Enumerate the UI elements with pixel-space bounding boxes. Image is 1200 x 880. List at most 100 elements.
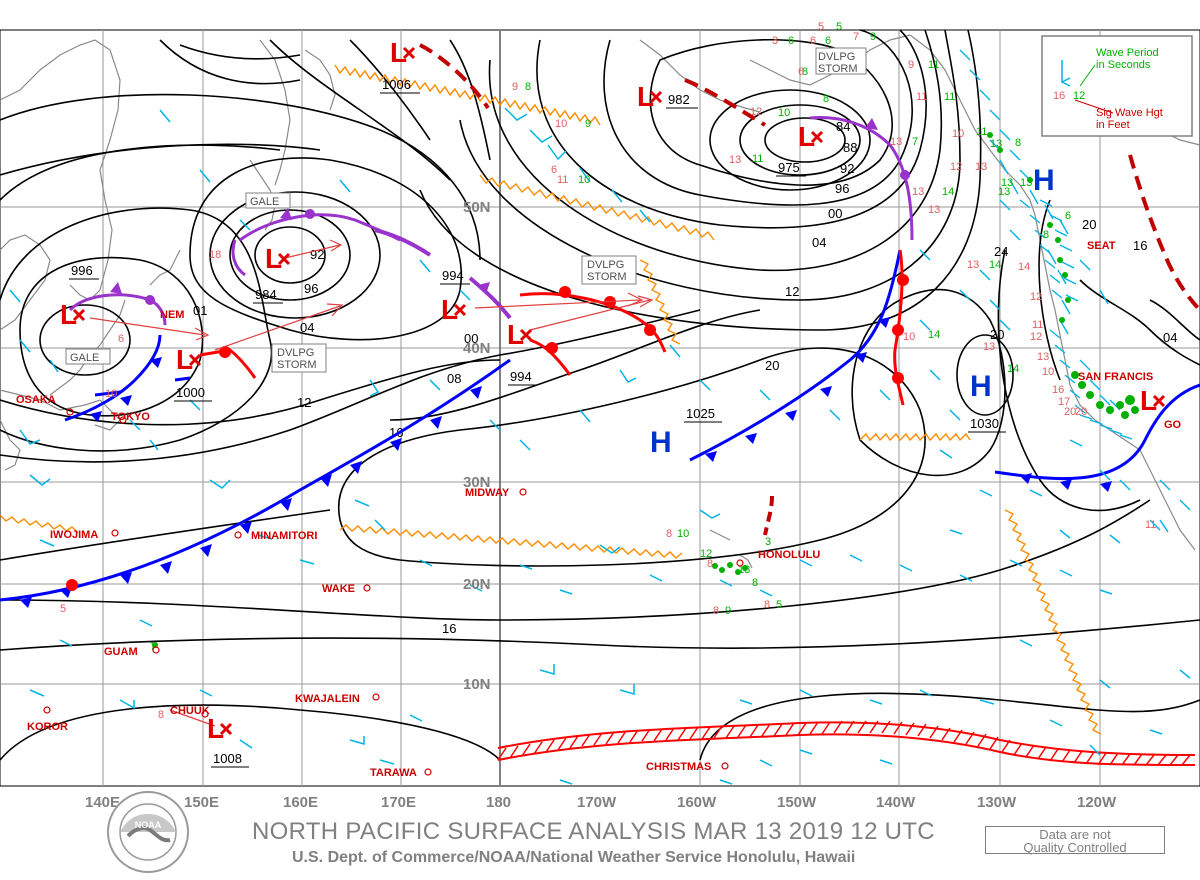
noaa-logo: NOAA [107,791,189,873]
wind-barbs [9,107,1191,785]
coastal-obs-cluster [959,49,1191,531]
isobar-label: 20 [765,358,779,373]
high-centers: H H H [650,164,1055,459]
svg-text:13: 13 [983,341,995,353]
svg-text:L: L [798,121,815,152]
city-label-koror: KOROR [27,721,68,733]
coastal-green-obs [152,132,1139,648]
svg-text:12: 12 [950,161,962,173]
isobar-label: 08 [447,371,461,386]
svg-text:20: 20 [1075,406,1087,418]
lat-label: 30N [463,474,491,491]
legend-sample-period: 12 [1073,90,1085,102]
svg-text:6: 6 [118,333,124,345]
lon-label: 160E [283,794,318,811]
legend-period-label: in Seconds [1096,59,1151,71]
svg-text:14: 14 [942,186,954,198]
lat-label: 10N [463,676,491,693]
svg-text:L: L [441,294,458,325]
low-icon: L [176,344,202,375]
city-label-iwojima: IWOJIMA [50,529,98,541]
cold-fronts [0,249,1200,608]
svg-text:13: 13 [890,136,902,148]
pressure-label: 1008 [213,751,242,766]
svg-text:13: 13 [1020,177,1032,189]
svg-text:12: 12 [1030,291,1042,303]
chart-title: NORTH PACIFIC SURFACE ANALYSIS MAR 13 20… [252,818,935,845]
legend-height-label: in Feet [1096,119,1130,131]
pressure-label: 1006 [382,77,411,92]
city-label-tokyo: TOKYO [111,411,150,423]
low-icon: L [637,81,663,112]
occluded-fronts [68,115,914,326]
isobar-label: 24 [994,244,1008,259]
svg-text:13: 13 [729,154,741,166]
pressure-label: 994 [442,268,464,283]
city-label-san-francisco: SAN FRANCIS [1078,371,1153,383]
isobar-label: 00 [828,206,842,221]
low-icon: L [265,243,291,274]
svg-text:13: 13 [1037,351,1049,363]
lon-label: 120W [1077,794,1117,811]
warning-label: DVLPG [818,51,855,63]
lon-label: 180 [486,794,511,811]
svg-text:9: 9 [908,59,914,71]
city-labels: OSAKA TOKYO NEM IWOJIMA MINAMITORI MIDWA… [16,240,1182,779]
svg-text:L: L [507,319,524,350]
low-icon: L [1140,385,1166,416]
high-icon: H [650,426,672,459]
legend: Wave Period in Seconds 12 16 Sig Wave Hg… [1041,35,1193,137]
svg-text:13: 13 [738,564,750,576]
isobars [0,29,1200,761]
svg-text:8: 8 [1043,229,1049,241]
pressure-label: 982 [668,92,690,107]
warning-label: STORM [818,63,858,75]
svg-text:8: 8 [713,605,719,617]
isobar-label: 92 [840,161,854,176]
svg-text:13: 13 [975,161,987,173]
pressure-labels: 1006 982 975 984 996 1000 994 994 1008 1… [69,77,1006,768]
isobar-label: 04 [300,320,314,335]
svg-text:L: L [60,299,77,330]
svg-text:14: 14 [1018,261,1030,273]
city-label-seattle: SEAT [1087,240,1116,252]
svg-text:10: 10 [952,128,964,140]
legend-sample-height: 16 [1053,90,1065,102]
itcz-band [497,720,1196,766]
svg-text:14: 14 [1007,363,1019,375]
svg-text:L: L [207,713,224,744]
svg-text:13: 13 [912,186,924,198]
city-label-osaka: OSAKA [16,394,56,406]
city-label-tarawa: TARAWA [370,767,417,779]
pressure-label: 1030 [970,416,999,431]
svg-text:8: 8 [823,93,829,105]
svg-text:9: 9 [725,605,731,617]
isobar-label: 20 [990,327,1004,342]
pressure-label: 1025 [686,406,715,421]
lon-label: 160W [677,794,717,811]
svg-text:L: L [390,37,407,68]
legend-period-label: Wave Period [1096,47,1159,59]
svg-text:11: 11 [557,174,568,186]
svg-text:8: 8 [158,709,164,721]
svg-text:9: 9 [512,81,518,93]
isobar-label: 96 [835,181,849,196]
svg-text:11: 11 [1032,319,1043,331]
low-centers: L L L L L L L L [60,37,1166,744]
lon-label: 170E [381,794,416,811]
svg-text:L: L [176,344,193,375]
isobar-label: 04 [1163,330,1177,345]
svg-text:5: 5 [836,21,842,33]
isobar-label: 04 [812,235,826,250]
lat-label: 20N [463,576,491,593]
isobar-label: 88 [843,140,857,155]
svg-text:12: 12 [1030,331,1042,343]
svg-text:10: 10 [1042,366,1054,378]
quality-line-2: Quality Controlled [1023,840,1127,855]
svg-text:3: 3 [765,536,771,548]
svg-text:L: L [637,81,654,112]
svg-text:13: 13 [967,259,979,271]
city-label-san-diego: GO [1164,419,1182,431]
